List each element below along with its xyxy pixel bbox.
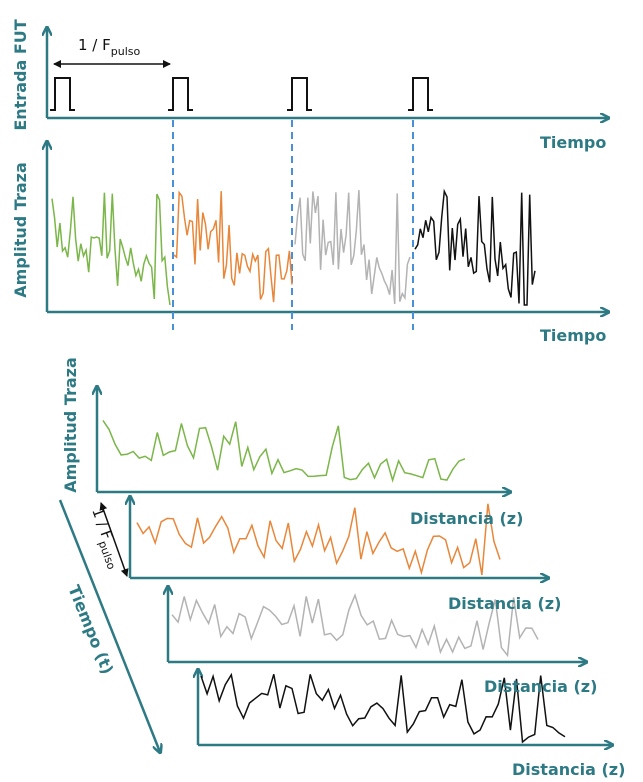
trace (102, 419, 466, 483)
trace (173, 190, 293, 303)
y-label: Amplitud Traza (11, 162, 30, 298)
period-label: 1 / Fpulso (84, 505, 126, 571)
x-label: Distancia (z) (448, 594, 561, 613)
axes (47, 28, 612, 752)
pulses (50, 60, 433, 577)
trace (51, 192, 171, 306)
period-sub: pulso (96, 539, 118, 571)
trace (136, 503, 501, 576)
trace (294, 190, 411, 305)
period-text: 1 / F (78, 36, 111, 54)
dashed-lines (172, 120, 414, 330)
x-label: Tiempo (540, 133, 606, 152)
period-sub: pulso (111, 45, 141, 58)
x-label: Distancia (z) (512, 760, 625, 779)
y-label: Amplitud Traza (61, 357, 80, 493)
x-label: Distancia (z) (484, 677, 597, 696)
x-label: Tiempo (540, 326, 606, 345)
period-label: 1 / Fpulso (78, 36, 141, 58)
trace (200, 672, 566, 744)
trace (171, 592, 539, 658)
y-label: Entrada FUT (11, 19, 30, 130)
trace (414, 188, 536, 306)
x-label: Distancia (z) (410, 509, 523, 528)
period-text: 1 / F (88, 505, 116, 542)
traces (51, 188, 566, 744)
time-label: Tiempo (t) (64, 582, 117, 676)
